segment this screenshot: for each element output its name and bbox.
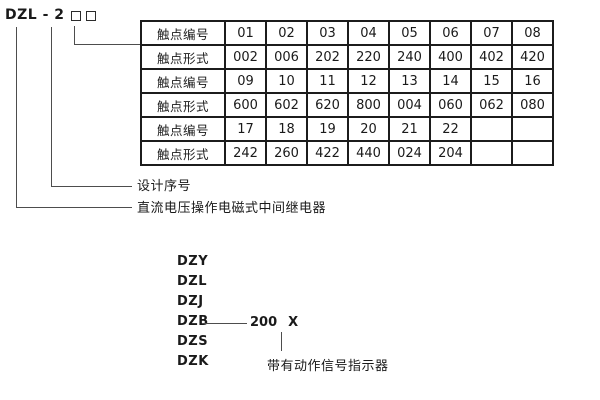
table-cell: 422 xyxy=(306,140,349,166)
relay-description-label: 直流电压操作电磁式中间继电器 xyxy=(137,201,327,216)
series-item-dzl: DZL xyxy=(177,274,208,289)
table-cell: 060 xyxy=(429,92,472,118)
table-cell: 440 xyxy=(347,140,390,166)
dzb-code-variant: X xyxy=(288,315,299,330)
table-cell: 18 xyxy=(265,116,308,142)
table-row: 触点形式 242 260 422 440 024 204 xyxy=(140,140,554,166)
table-cell: 15 xyxy=(470,68,513,94)
row-label-cell: 触点编号 xyxy=(140,116,226,142)
table-cell: 260 xyxy=(265,140,308,166)
row-label-cell: 触点形式 xyxy=(140,140,226,166)
table-cell: 08 xyxy=(511,20,554,46)
table-cell: 024 xyxy=(388,140,431,166)
table-cell: 800 xyxy=(347,92,390,118)
table-cell xyxy=(511,116,554,142)
table-cell: 11 xyxy=(306,68,349,94)
table-row: 触点编号 09 10 11 12 13 14 15 16 xyxy=(140,68,554,94)
table-cell: 21 xyxy=(388,116,431,142)
table-cell: 242 xyxy=(224,140,267,166)
model-series-list: DZY DZL DZJ DZB DZS DZK xyxy=(177,252,209,372)
row-label-cell: 触点编号 xyxy=(140,68,226,94)
placeholder-square-icon xyxy=(85,10,96,21)
connector-indicator-vertical xyxy=(281,332,282,351)
table-cell: 10 xyxy=(265,68,308,94)
dzb-code-number: 200 xyxy=(250,315,278,330)
table-cell: 17 xyxy=(224,116,267,142)
table-row: 触点形式 600 602 620 800 004 060 062 080 xyxy=(140,92,554,118)
connector-contact-code-vertical xyxy=(74,26,75,44)
table-cell: 22 xyxy=(429,116,472,142)
connector-design-serial-horizontal xyxy=(51,186,132,187)
table-cell: 402 xyxy=(470,44,513,70)
row-label-cell: 触点形式 xyxy=(140,92,226,118)
table-cell: 12 xyxy=(347,68,390,94)
connector-dzb-horizontal xyxy=(203,323,247,324)
dzb-code-value: 200 X xyxy=(250,313,298,333)
table-cell: 620 xyxy=(306,92,349,118)
connector-design-serial-vertical xyxy=(51,27,52,186)
table-cell: 04 xyxy=(347,20,390,46)
table-cell: 13 xyxy=(388,68,431,94)
table-cell: 16 xyxy=(511,68,554,94)
model-code-text: DZL - 2 xyxy=(5,7,65,23)
table-cell: 204 xyxy=(429,140,472,166)
model-designation: DZL - 2 xyxy=(5,7,96,23)
table-cell: 006 xyxy=(265,44,308,70)
series-item-dzs: DZS xyxy=(177,334,209,349)
table-cell: 080 xyxy=(511,92,554,118)
series-item-dzy: DZY xyxy=(177,254,209,269)
table-row: 触点形式 002 006 202 220 240 400 402 420 xyxy=(140,44,554,70)
table-cell: 202 xyxy=(306,44,349,70)
table-cell: 220 xyxy=(347,44,390,70)
table-cell xyxy=(470,140,513,166)
table-cell xyxy=(511,140,554,166)
contact-code-table: 触点编号 01 02 03 04 05 06 07 08 触点形式 002 00… xyxy=(140,20,554,166)
table-cell: 062 xyxy=(470,92,513,118)
connector-relay-family-horizontal xyxy=(16,207,132,208)
table-cell: 01 xyxy=(224,20,267,46)
table-cell: 420 xyxy=(511,44,554,70)
table-cell xyxy=(470,116,513,142)
row-label-cell: 触点形式 xyxy=(140,44,226,70)
series-item-dzj: DZJ xyxy=(177,294,204,309)
connector-relay-family-vertical xyxy=(16,27,17,207)
table-cell: 400 xyxy=(429,44,472,70)
table-cell: 20 xyxy=(347,116,390,142)
indicator-note-label: 带有动作信号指示器 xyxy=(267,359,389,374)
row-label-cell: 触点编号 xyxy=(140,20,226,46)
placeholder-square-icon xyxy=(70,10,81,21)
table-cell: 004 xyxy=(388,92,431,118)
table-cell: 05 xyxy=(388,20,431,46)
code-placeholder-squares xyxy=(70,10,96,21)
table-row: 触点编号 17 18 19 20 21 22 xyxy=(140,116,554,142)
table-cell: 600 xyxy=(224,92,267,118)
table-cell: 002 xyxy=(224,44,267,70)
table-cell: 09 xyxy=(224,68,267,94)
connector-contact-code-horizontal xyxy=(74,44,140,45)
series-item-dzk: DZK xyxy=(177,354,209,369)
table-cell: 240 xyxy=(388,44,431,70)
table-cell: 14 xyxy=(429,68,472,94)
series-item-dzb: DZB xyxy=(177,314,209,329)
table-cell: 19 xyxy=(306,116,349,142)
table-cell: 602 xyxy=(265,92,308,118)
design-serial-label: 设计序号 xyxy=(137,179,192,194)
table-cell: 07 xyxy=(470,20,513,46)
table-cell: 02 xyxy=(265,20,308,46)
table-row: 触点编号 01 02 03 04 05 06 07 08 xyxy=(140,20,554,46)
table-cell: 06 xyxy=(429,20,472,46)
table-cell: 03 xyxy=(306,20,349,46)
